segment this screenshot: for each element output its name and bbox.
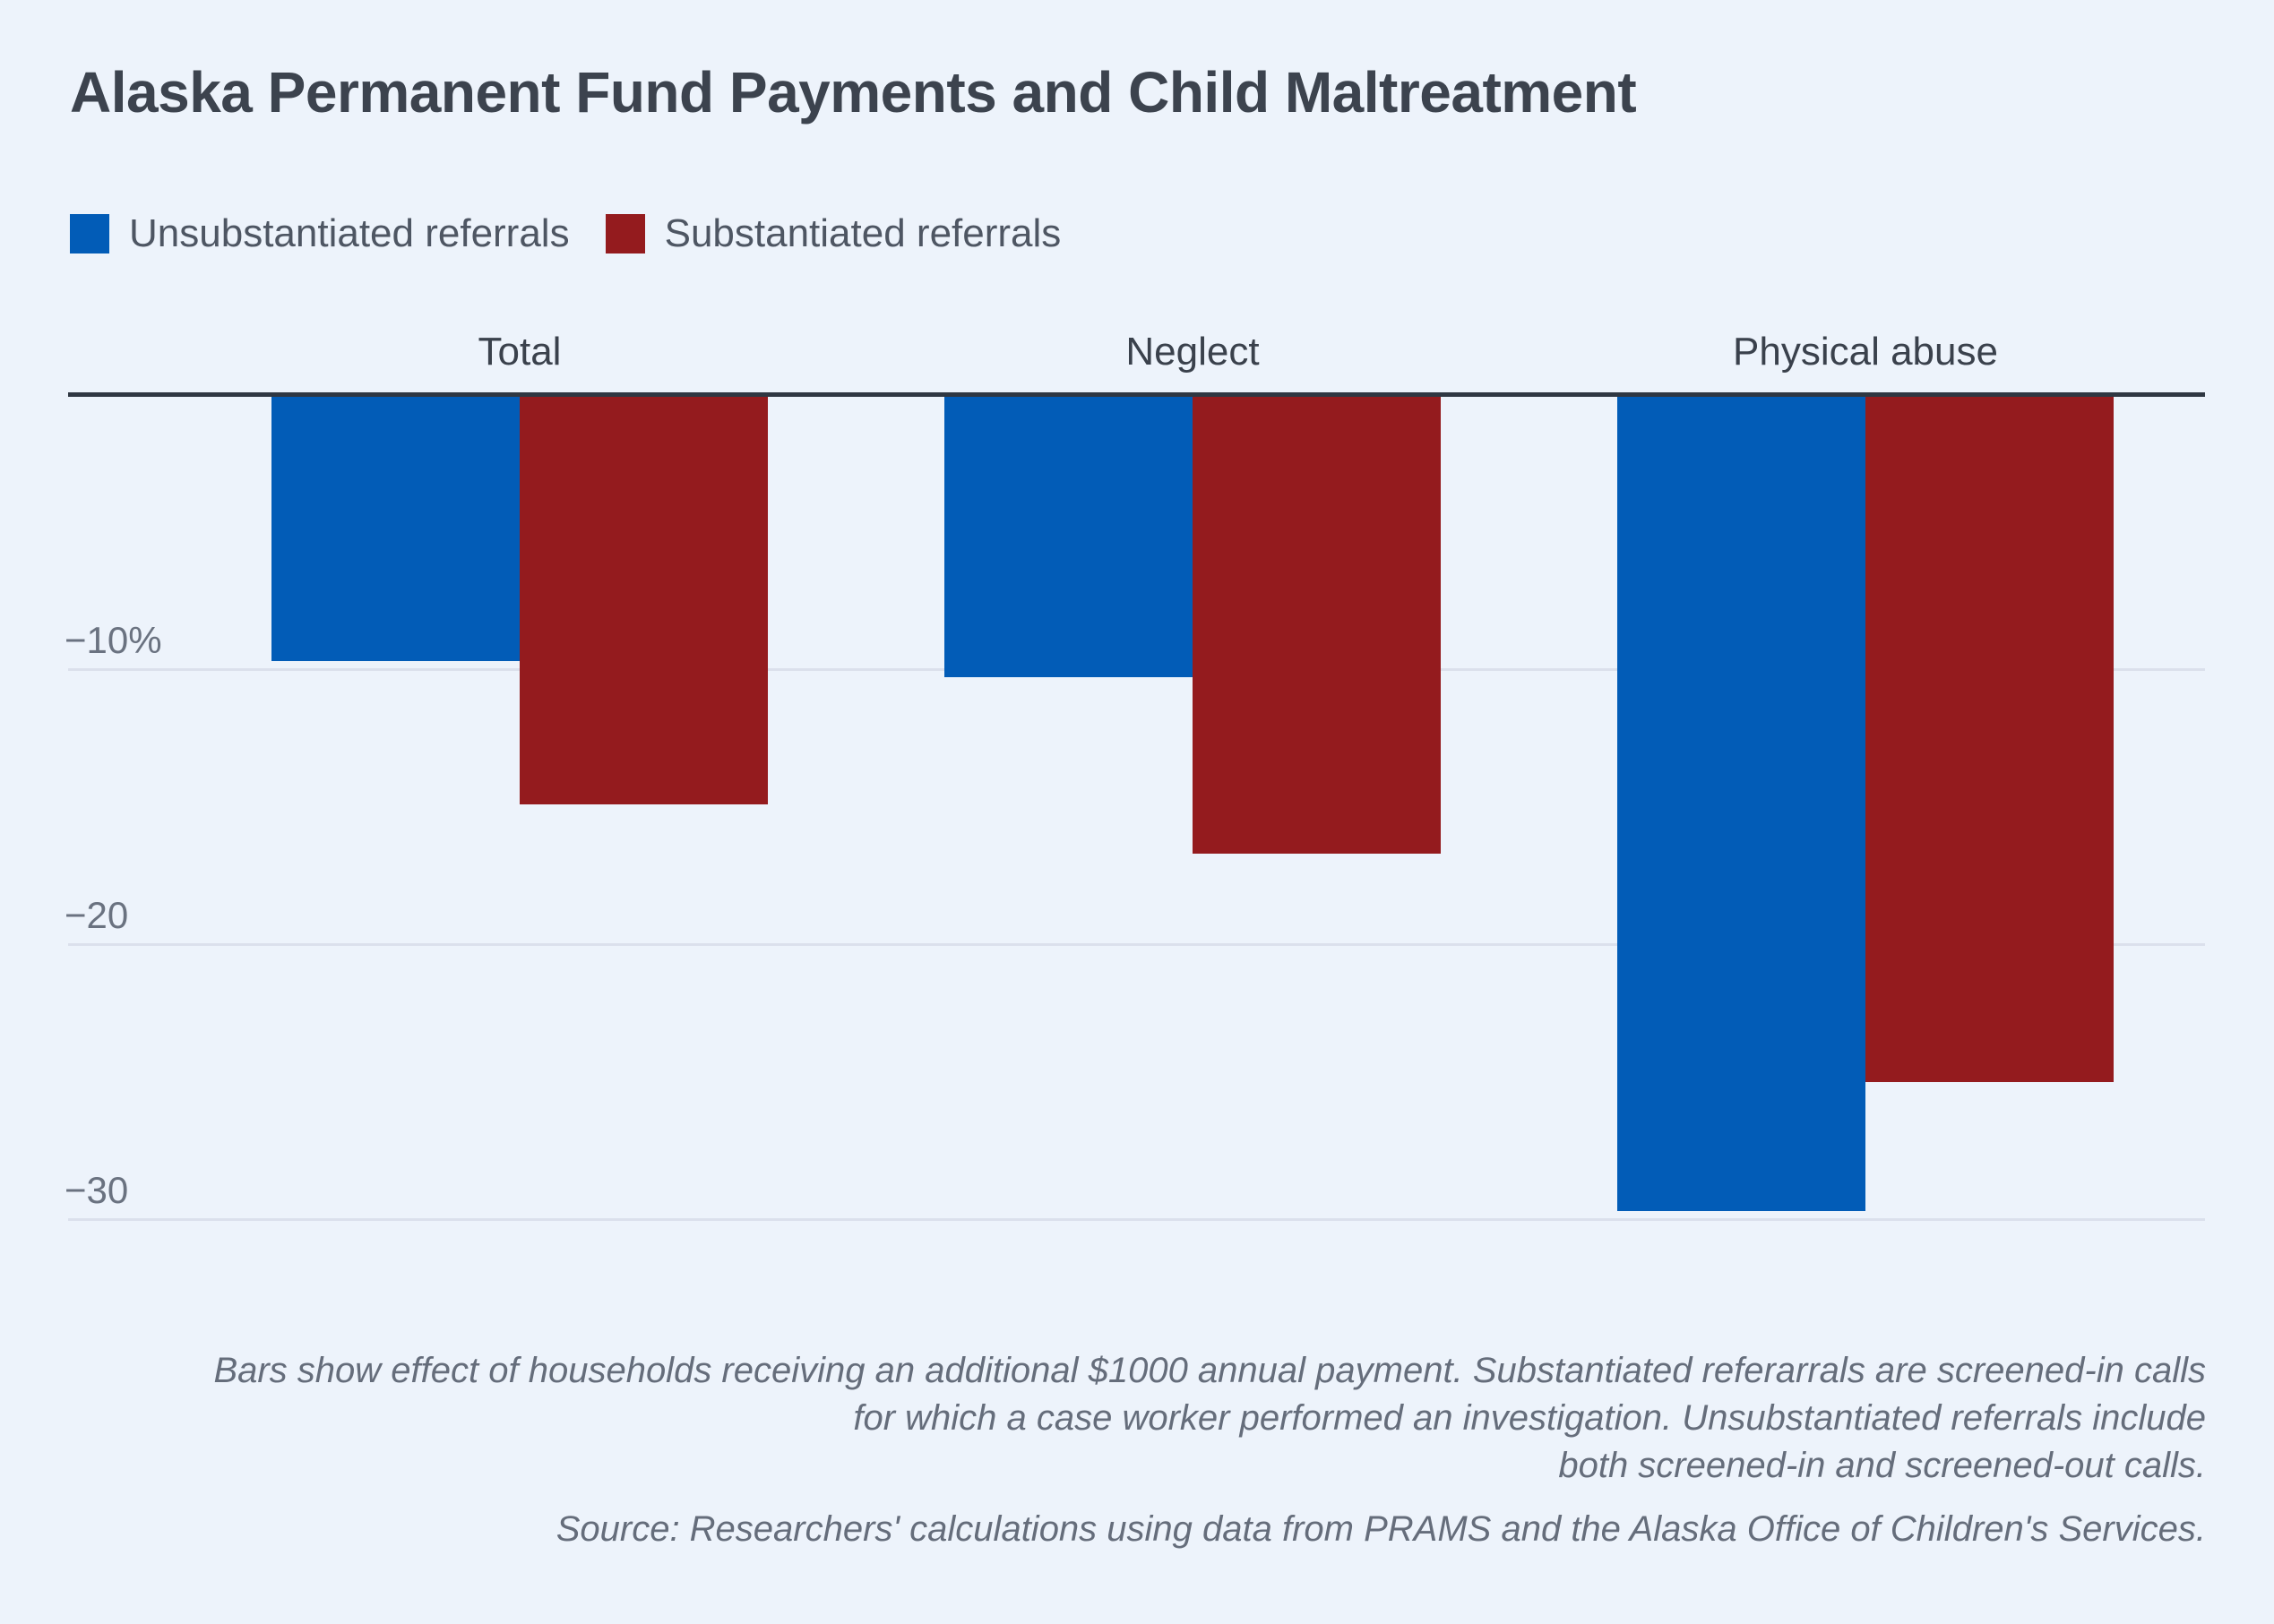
- footnote-line: for which a case worker performed an inv…: [853, 1398, 2206, 1438]
- category-label: Neglect: [1125, 330, 1260, 374]
- bar-neglect-substantiated: [1193, 394, 1441, 854]
- bar-neglect-unsubstantiated: [944, 394, 1193, 677]
- y-axis-tick-label: −10%: [65, 619, 162, 662]
- category-label: Physical abuse: [1733, 330, 1998, 374]
- legend-label: Unsubstantiated referrals: [129, 211, 570, 255]
- footnote-line: both screened-in and screened-out calls.: [1558, 1446, 2206, 1485]
- gridline: [68, 942, 2205, 946]
- legend: Unsubstantiated referrals Substantiated r…: [70, 211, 1061, 256]
- x-axis-zero-line: [68, 392, 2205, 397]
- legend-swatch-icon: [70, 214, 109, 253]
- footnote-line: Bars show effect of households receiving…: [213, 1351, 2206, 1390]
- legend-item: Unsubstantiated referrals: [70, 211, 570, 256]
- bar-physical-abuse-unsubstantiated: [1617, 394, 1865, 1211]
- y-axis-tick-label: −30: [65, 1169, 129, 1212]
- legend-swatch-icon: [605, 214, 645, 253]
- category-label: Total: [478, 330, 562, 374]
- gridline: [68, 1217, 2205, 1221]
- bar-chart-plot-area: −10% −20 −30 Total Neglect Physical abuse: [65, 330, 2205, 1299]
- footnote: Bars show effect of households receiving…: [68, 1347, 2206, 1490]
- bar-total-substantiated: [520, 394, 768, 804]
- bar-total-unsubstantiated: [271, 394, 520, 661]
- bar-physical-abuse-substantiated: [1865, 394, 2114, 1082]
- legend-item: Substantiated referrals: [605, 211, 1062, 256]
- source-note: Source: Researchers' calculations using …: [556, 1509, 2206, 1549]
- legend-label: Substantiated referrals: [664, 211, 1062, 255]
- y-axis-tick-label: −20: [65, 894, 129, 937]
- chart-title: Alaska Permanent Fund Payments and Child…: [70, 60, 1637, 125]
